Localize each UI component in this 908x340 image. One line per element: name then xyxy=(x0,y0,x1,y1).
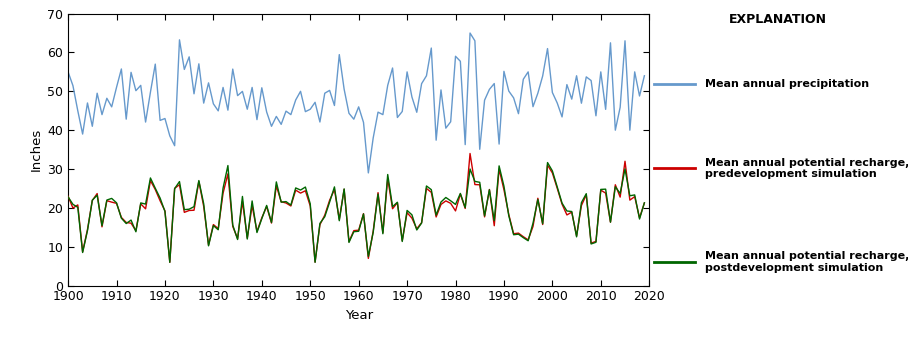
Text: EXPLANATION: EXPLANATION xyxy=(729,13,827,26)
Y-axis label: Inches: Inches xyxy=(30,128,43,171)
X-axis label: Year: Year xyxy=(345,309,372,322)
Text: Mean annual potential recharge,
postdevelopment simulation: Mean annual potential recharge, postdeve… xyxy=(705,251,908,273)
Text: Mean annual potential recharge,
predevelopment simulation: Mean annual potential recharge, predevel… xyxy=(705,157,908,179)
Text: Mean annual precipitation: Mean annual precipitation xyxy=(705,79,869,89)
